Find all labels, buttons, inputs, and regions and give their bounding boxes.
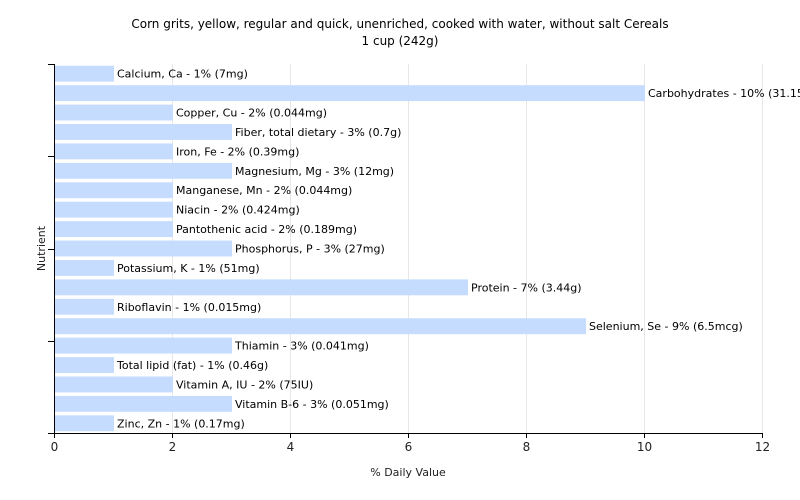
x-tick-label: 12 bbox=[755, 440, 770, 454]
bar bbox=[55, 279, 468, 296]
bar bbox=[55, 376, 173, 393]
y-axis-label: Nutrient bbox=[35, 225, 48, 271]
bar bbox=[55, 357, 114, 373]
bar bbox=[55, 104, 173, 121]
bar bbox=[55, 143, 173, 160]
x-tick-label: 2 bbox=[169, 440, 177, 454]
bar bbox=[55, 415, 114, 432]
bars: Calcium, Ca - 1% (7mg) Carbohydrates - 10… bbox=[55, 65, 800, 432]
chart-title-block: Corn grits, yellow, regular and quick, u… bbox=[0, 16, 800, 50]
bar bbox=[55, 201, 173, 218]
bar bbox=[55, 65, 114, 82]
bar bbox=[55, 240, 232, 257]
bar-label: Vitamin A, IU - 2% (75IU) bbox=[176, 378, 313, 391]
bar-label: Phosphorus, P - 3% (27mg) bbox=[235, 243, 385, 256]
bar-label: Potassium, K - 1% (51mg) bbox=[117, 262, 260, 275]
bar bbox=[55, 85, 645, 102]
axes: 0 2 4 6 8 10 12 bbox=[48, 64, 770, 454]
chart-title: Corn grits, yellow, regular and quick, u… bbox=[131, 17, 669, 31]
bar bbox=[55, 395, 232, 412]
bar bbox=[55, 124, 232, 140]
x-tick-label: 10 bbox=[637, 440, 652, 454]
bar-label: Niacin - 2% (0.424mg) bbox=[176, 204, 300, 217]
bar-label: Carbohydrates - 10% (31.15g) bbox=[648, 87, 800, 100]
bar-label: Copper, Cu - 2% (0.044mg) bbox=[176, 107, 327, 120]
bar-label: Protein - 7% (3.44g) bbox=[471, 281, 582, 294]
bar-label: Calcium, Ca - 1% (7mg) bbox=[117, 68, 248, 81]
bar bbox=[55, 182, 173, 199]
bar bbox=[55, 337, 232, 354]
bar-label: Magnesium, Mg - 3% (12mg) bbox=[235, 165, 394, 178]
bar-label: Riboflavin - 1% (0.015mg) bbox=[117, 301, 261, 314]
x-tick-label: 4 bbox=[287, 440, 295, 454]
bar-label: Iron, Fe - 2% (0.39mg) bbox=[176, 145, 299, 158]
bar-label: Fiber, total dietary - 3% (0.7g) bbox=[235, 126, 401, 139]
bar-label: Thiamin - 3% (0.041mg) bbox=[234, 340, 369, 353]
x-tick-label: 0 bbox=[51, 440, 59, 454]
x-axis-label: % Daily Value bbox=[370, 466, 446, 479]
bar bbox=[55, 318, 586, 335]
bar-label: Pantothenic acid - 2% (0.189mg) bbox=[176, 223, 357, 236]
chart-subtitle: 1 cup (242g) bbox=[361, 34, 439, 48]
bar bbox=[55, 162, 232, 179]
x-tick-label: 6 bbox=[405, 440, 413, 454]
bar-label: Selenium, Se - 9% (6.5mcg) bbox=[589, 320, 743, 333]
bar bbox=[55, 298, 114, 315]
bar-label: Manganese, Mn - 2% (0.044mg) bbox=[176, 184, 352, 197]
bar-label: Total lipid (fat) - 1% (0.46g) bbox=[116, 359, 268, 372]
bar-label: Vitamin B-6 - 3% (0.051mg) bbox=[235, 398, 389, 411]
bar bbox=[55, 221, 173, 238]
bar bbox=[55, 259, 114, 276]
x-tick-label: 8 bbox=[523, 440, 531, 454]
bar-label: Zinc, Zn - 1% (0.17mg) bbox=[117, 417, 245, 430]
